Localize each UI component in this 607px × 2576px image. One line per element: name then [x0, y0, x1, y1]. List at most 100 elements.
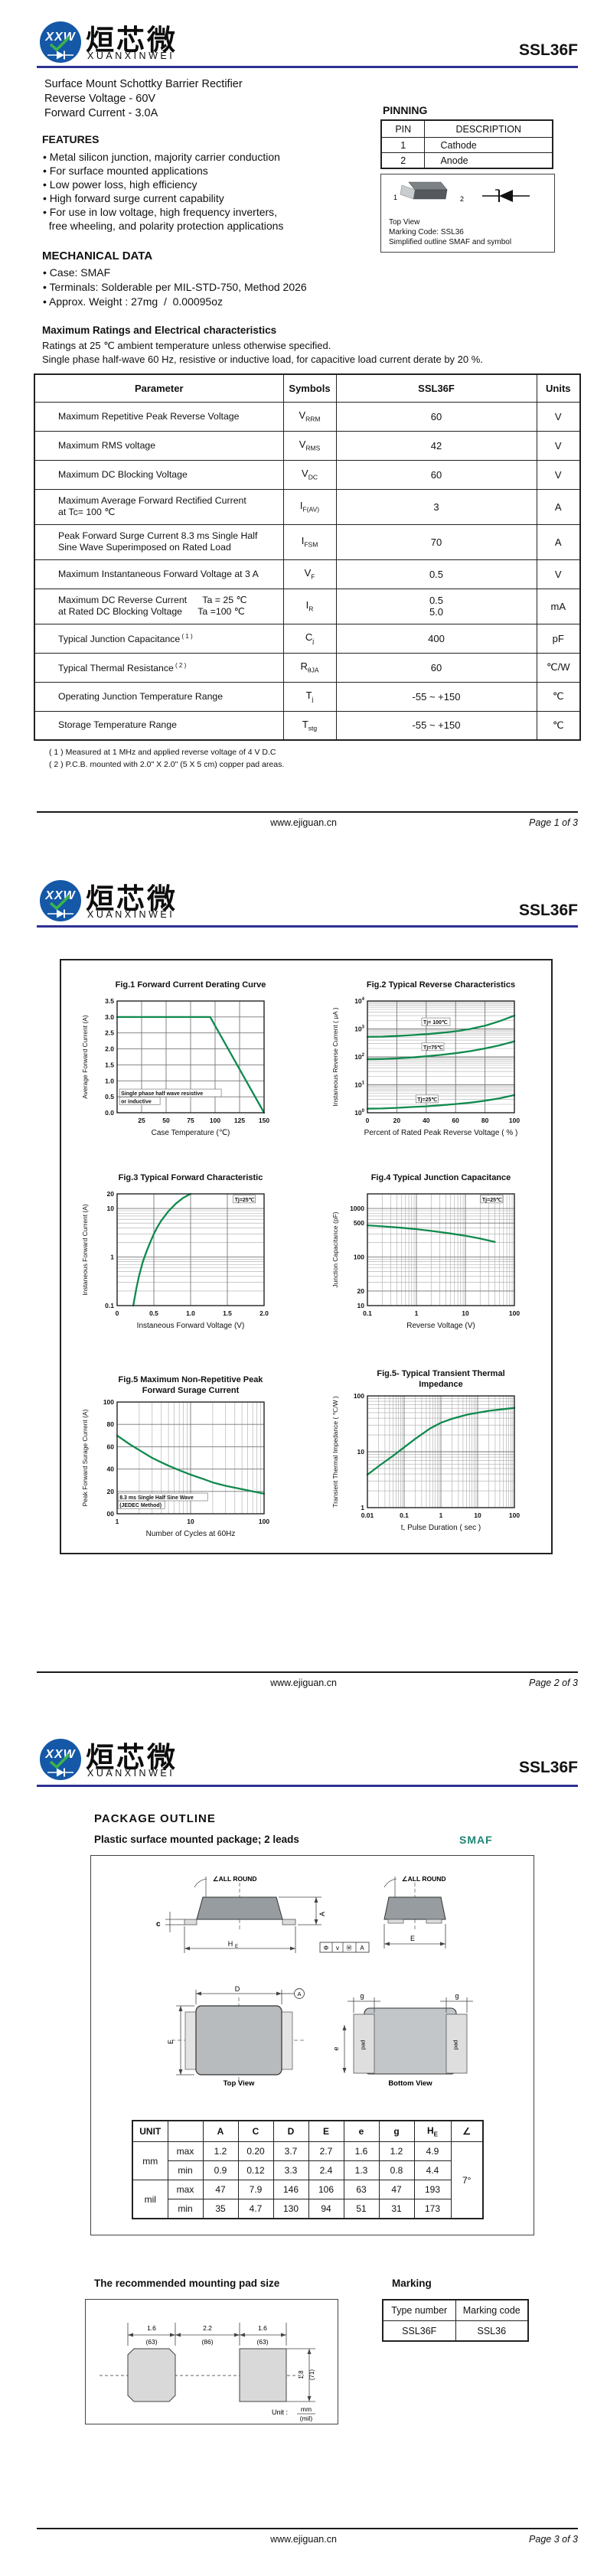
- logo-mark-icon: XXW: [40, 880, 81, 921]
- datum-symbol: Ⓜ: [346, 1945, 352, 1952]
- feature-item: • For use in low voltage, high frequency…: [43, 206, 278, 218]
- ratings-table: Parameter Symbols SSL36F Units Maximum Repet…: [34, 373, 581, 741]
- column-header: C: [237, 2120, 274, 2142]
- dimension-value-cell: 0.20: [237, 2141, 274, 2161]
- axis-tick-label: 40: [423, 1117, 430, 1124]
- axis-tick-label: 100: [259, 1518, 269, 1525]
- pad-label: pad: [452, 2040, 459, 2050]
- axis-tick-label: 60: [107, 1443, 115, 1450]
- parameter-cell: Maximum Instantaneous Forward Voltage at…: [34, 559, 284, 589]
- feature-item: • For surface mounted applications: [43, 165, 208, 177]
- axis-tick-label: 0.1: [363, 1309, 372, 1317]
- axis-tick-label: 0: [366, 1117, 370, 1124]
- table-row: mil max 47 7.9 146 106 63 47 193: [132, 2180, 483, 2219]
- axis-tick-label: 100: [509, 1117, 520, 1124]
- unit-cell: mA: [536, 588, 581, 624]
- y-axis-label: Peak Forward Surage Current (A): [81, 1409, 89, 1506]
- axis-tick-label: 0.1: [105, 1302, 114, 1309]
- ratings-note: Single phase half-wave 60 Hz, resistive …: [42, 354, 483, 365]
- package-symbol-drawing: 1 2: [393, 181, 530, 203]
- brand-name-en: XUANXINWEI: [87, 1768, 175, 1779]
- x-axis-label: Percent of Rated Peak Reverse Voltage ( …: [364, 1129, 518, 1137]
- axis-tick-label: 25: [138, 1117, 145, 1124]
- header-rule: [37, 925, 578, 928]
- description-line: Surface Mount Schottky Barrier Rectifier: [44, 78, 243, 90]
- table-row: 1 Cathode: [380, 137, 553, 153]
- axis-tick-label: 0.5: [105, 1093, 114, 1101]
- footer-site: www.ejiguan.cn: [270, 817, 337, 828]
- axis-tick-label: 10: [187, 1518, 194, 1525]
- dimension-value-cell: 1.2: [202, 2141, 239, 2161]
- pad-dim-value: 1.6: [258, 2324, 267, 2332]
- axis-tick-label: 100: [103, 1398, 114, 1406]
- axis-tick-label: 50: [162, 1117, 170, 1124]
- dimension-value-cell: 35: [202, 2199, 239, 2219]
- unit-cell: ℃/W: [536, 652, 581, 683]
- value-cell: 60: [335, 652, 537, 683]
- features-list: • Metal silicon junction, majority carri…: [43, 150, 283, 233]
- dimension-value-cell: 4.4: [413, 2160, 452, 2180]
- allround-label: ∠ALL ROUND: [213, 1875, 257, 1883]
- axis-tick-label: 1000: [350, 1205, 364, 1212]
- curve-annotation: Tj=25℃: [482, 1197, 502, 1203]
- footer-page-number: Page 1 of 3: [529, 817, 578, 828]
- figure-title-line: Fig.4 Typical Junction Capacitance: [370, 1173, 511, 1182]
- dimension-value-cell: 146: [272, 2180, 309, 2199]
- axis-tick-label: 100: [354, 1392, 364, 1400]
- table-header-row: Parameter Symbols SSL36F Units: [34, 373, 581, 403]
- datum-symbol: Φ: [324, 1945, 328, 1952]
- axis-tick-label: 20: [107, 1488, 115, 1495]
- axis-tick-label: 3.0: [105, 1013, 114, 1021]
- symbol-cell: IR: [282, 588, 337, 624]
- dim-c-label: c: [156, 1920, 161, 1929]
- pad-unit-den: (mil): [300, 2415, 313, 2422]
- pin1-label: 1: [393, 194, 397, 201]
- chart-curve: [116, 1434, 266, 1495]
- parameter-cell: Maximum Repetitive Peak Reverse Voltage: [34, 401, 284, 432]
- dim-e-lower-label: e: [332, 2046, 340, 2050]
- axis-tick-label: 0: [116, 1309, 119, 1317]
- mechanical-title: MECHANICAL DATA: [42, 249, 153, 262]
- axis-tick-label: 1.0: [186, 1309, 195, 1317]
- pad-dim-side-value: 1.8: [298, 2370, 305, 2379]
- feature-item: • High forward surge current capability: [43, 192, 224, 204]
- axis-tick-label: 125: [234, 1117, 245, 1124]
- dimension-value-cell: 2.4: [308, 2160, 344, 2180]
- curve-annotation: 8.3 ms Single Half Sine Wave: [119, 1495, 194, 1501]
- chart-curve: [132, 1192, 192, 1307]
- column-header: Symbols: [282, 373, 337, 403]
- unit-group-cell: mm: [132, 2141, 168, 2180]
- dimension-value-cell: 2.7: [308, 2141, 344, 2161]
- brand-logo: XXW 烜芯微 XUANXINWEI: [40, 1736, 239, 1783]
- unit-group-cell: mil: [132, 2180, 168, 2219]
- axis-tick-label: 100: [509, 1309, 520, 1317]
- figure-chart: 1 10 100 00 20 40 60 80 100 Number of Cycles at 6…: [81, 1398, 269, 1538]
- table-row: Maximum RMS voltage VRMS 42 V: [34, 430, 581, 461]
- bottom-view-caption: Bottom View: [388, 2079, 432, 2088]
- value-cell: 400: [335, 623, 537, 654]
- pin-number-cell: 1: [380, 137, 426, 153]
- value-cell: 70: [335, 523, 537, 560]
- dim-g-label: g: [455, 1992, 459, 2000]
- dimension-value-cell: 3.3: [272, 2160, 309, 2180]
- top-view-caption: Top View: [224, 2079, 255, 2088]
- pad-dim-mil: (63): [145, 2338, 157, 2346]
- pad-dim-value: 1.6: [147, 2324, 156, 2332]
- dimension-value-cell: 47: [202, 2180, 239, 2199]
- axis-tick-label: 0.0: [105, 1109, 114, 1117]
- feature-item: • Metal silicon junction, majority carri…: [43, 151, 280, 163]
- part-number: SSL36F: [518, 1759, 578, 1776]
- logo-decoration-icon: [47, 1753, 73, 1777]
- package-name: SMAF: [459, 1834, 493, 1846]
- pin-description-cell: Anode: [424, 152, 553, 169]
- figure-title: Fig.5- Typical Transient Thermal Impedan…: [329, 1368, 527, 1390]
- dim-d-label: D: [235, 1985, 240, 1993]
- curve-annotation: Tj=25℃: [235, 1197, 255, 1203]
- axis-tick-label: 1.5: [223, 1309, 232, 1317]
- x-axis-label: Case Temperature (℃): [152, 1129, 230, 1137]
- symbol-cell: RθJA: [282, 652, 337, 683]
- parameter-cell: Peak Forward Surge Current 8.3 ms Single…: [34, 523, 284, 560]
- symbol-cell: VRRM: [282, 401, 337, 432]
- brand-name-cn: 烜芯微: [86, 24, 178, 57]
